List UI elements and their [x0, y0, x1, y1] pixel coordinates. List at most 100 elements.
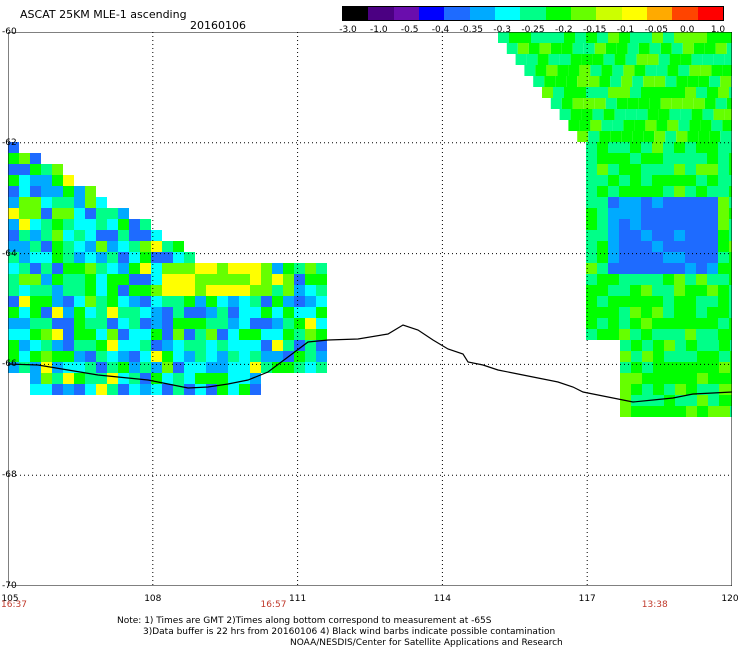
swath-pixel — [294, 318, 305, 329]
swath-pixel — [630, 230, 641, 241]
swath-pixel — [118, 230, 129, 241]
colorbar-swatch — [368, 7, 394, 20]
swath-pixel — [294, 329, 305, 340]
swath-pixel — [715, 98, 727, 109]
swath-pixel — [674, 252, 685, 263]
swath-pixel — [52, 384, 63, 395]
swath-pixel — [608, 164, 619, 175]
swath-pixel — [261, 307, 272, 318]
swath-pixel — [96, 197, 107, 208]
swath-pixel — [272, 307, 283, 318]
swath-pixel — [693, 43, 705, 54]
swath-pixel — [272, 329, 283, 340]
swath-pixel — [63, 208, 74, 219]
swath-pixel — [151, 252, 162, 263]
swath-pixel — [173, 307, 184, 318]
swath-pixel — [652, 175, 663, 186]
swath-pixel — [118, 241, 129, 252]
swath-pixel — [118, 285, 129, 296]
swath-pixel — [96, 263, 107, 274]
swath-pixel — [608, 208, 619, 219]
swath-pixel — [129, 307, 140, 318]
swath-pixel — [228, 274, 239, 285]
swath-pixel — [685, 219, 696, 230]
swath-pixel — [41, 307, 52, 318]
swath-pixel — [586, 186, 597, 197]
time-label: 13:38 — [641, 600, 668, 610]
swath-pixel — [619, 252, 630, 263]
swath-pixel — [685, 296, 696, 307]
swath-pixel — [118, 351, 129, 362]
swath-pixel — [520, 32, 531, 43]
swath-pixel — [586, 208, 597, 219]
swath-pixel — [528, 43, 540, 54]
swath-pixel — [63, 219, 74, 230]
swath-pixel — [707, 32, 718, 43]
swath-pixel — [656, 120, 668, 131]
swath-pixel — [195, 329, 206, 340]
swath-pixel — [173, 362, 184, 373]
swath-pixel — [74, 241, 85, 252]
swath-pixel — [630, 318, 641, 329]
swath-pixel — [129, 329, 140, 340]
swath-pixel — [184, 373, 195, 384]
swath-pixel — [85, 329, 96, 340]
swath-pixel — [52, 208, 63, 219]
swath-pixel — [619, 274, 630, 285]
swath-pixel — [162, 318, 173, 329]
swath-pixel — [41, 285, 52, 296]
swath-pixel — [41, 296, 52, 307]
swath-pixel — [656, 65, 668, 76]
swath-pixel — [664, 340, 675, 351]
swath-pixel — [686, 351, 697, 362]
swath-pixel — [652, 252, 663, 263]
swath-pixel — [107, 274, 118, 285]
swath-pixel — [601, 120, 613, 131]
colorbar-label: -0.25 — [521, 25, 545, 35]
swath-pixel — [597, 296, 608, 307]
colorbar-label: -3.0 — [339, 25, 357, 35]
swath-pixel — [708, 384, 719, 395]
swath-pixel — [652, 296, 663, 307]
swath-pixel — [564, 87, 575, 98]
swath-pixel — [30, 219, 41, 230]
swath-pixel — [586, 252, 597, 263]
swath-pixel — [592, 54, 604, 65]
swath-pixel — [294, 307, 305, 318]
swath-pixel — [621, 131, 633, 142]
swath-pixel — [597, 197, 608, 208]
swath-pixel — [305, 263, 316, 274]
swath-pixel — [261, 329, 272, 340]
swath-pixel — [685, 230, 696, 241]
swath-pixel — [724, 54, 732, 65]
swath-pixel — [140, 230, 151, 241]
swath-pixel — [8, 186, 19, 197]
swath-pixel — [729, 307, 732, 318]
swath-pixel — [206, 362, 217, 373]
swath-pixel — [678, 120, 690, 131]
swath-pixel — [675, 395, 686, 406]
swath-pixel — [250, 274, 261, 285]
swath-pixel — [696, 318, 707, 329]
swath-pixel — [184, 263, 195, 274]
colorbar-swatch — [418, 7, 445, 20]
swath-pixel — [632, 131, 644, 142]
swath-pixel — [647, 109, 659, 120]
swath-pixel — [41, 263, 52, 274]
swath-pixel — [41, 164, 52, 175]
swath-pixel — [685, 263, 696, 274]
swath-pixel — [652, 285, 663, 296]
swath-pixel — [718, 241, 729, 252]
swath-pixel — [729, 142, 732, 153]
swath-pixel — [663, 153, 674, 164]
swath-pixel — [173, 274, 184, 285]
swath-pixel — [283, 362, 294, 373]
swath-pixel — [630, 197, 641, 208]
swath-pixel — [206, 263, 217, 274]
swath-pixel — [707, 230, 718, 241]
swath-pixel — [726, 98, 732, 109]
swath-pixel — [663, 263, 674, 274]
swath-pixel — [707, 285, 718, 296]
swath-pixel — [305, 351, 316, 362]
note-line-1: Note: 1) Times are GMT 2)Times along bot… — [117, 616, 492, 626]
